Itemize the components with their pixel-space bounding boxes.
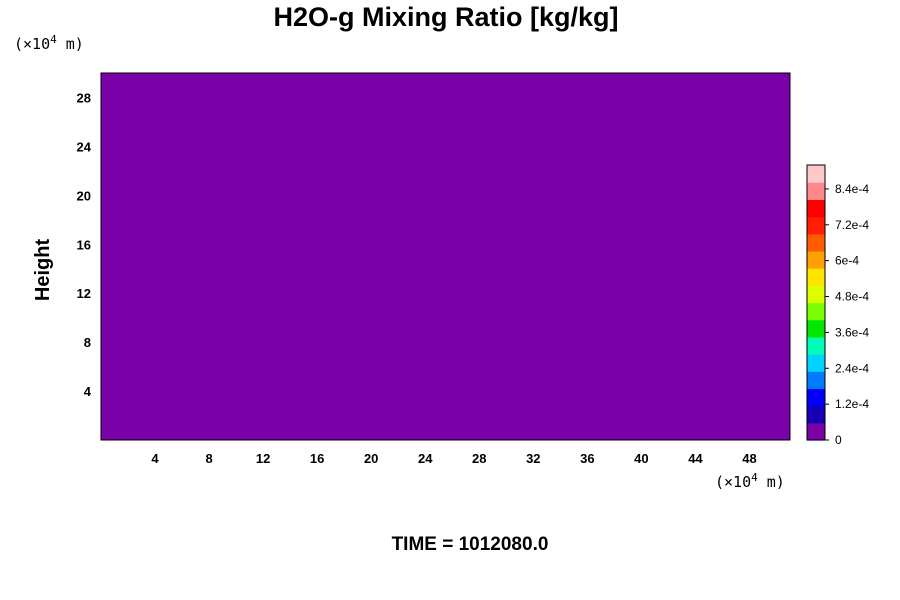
- colorbar-band: [807, 405, 825, 424]
- colorbar-band: [807, 319, 825, 338]
- x-tick-label: 8: [205, 451, 212, 466]
- x-tick-label: 44: [688, 451, 703, 466]
- dry-layer: [101, 73, 790, 440]
- colorbar-band: [807, 216, 825, 235]
- x-tick-label: 16: [310, 451, 324, 466]
- colorbar-band: [807, 182, 825, 200]
- x-tick-label: 4: [151, 451, 159, 466]
- colorbar-tick-label: 0: [835, 433, 842, 447]
- time-label: TIME = 1012080.0: [392, 534, 549, 555]
- y-axis-unit: (×104 m): [14, 33, 84, 53]
- x-axis-unit: (×104 m): [715, 471, 785, 491]
- colorbar-band: [807, 250, 825, 269]
- colorbar-band: [807, 422, 825, 441]
- colorbar-tick-label: 3.6e-4: [835, 325, 869, 339]
- y-tick-label: 20: [77, 188, 91, 203]
- x-tick-label: 48: [742, 451, 756, 466]
- y-tick-label: 16: [77, 237, 91, 252]
- colorbar-ticks: 0 1.2e-4 2.4e-4 3.6e-4 4.8e-4 6e-4 7.2e-4 8.4e-…: [825, 182, 869, 447]
- colorbar-band: [807, 354, 825, 372]
- colorbar-band: [807, 336, 825, 355]
- colorbar-tick-label: 2.4e-4: [835, 361, 869, 375]
- colorbar-band: [807, 388, 825, 407]
- colorbar-tick-label: 6e-4: [835, 254, 859, 268]
- colorbar-band: [807, 371, 825, 390]
- colorbar-band: [807, 199, 825, 218]
- colorbar-tick-label: 7.2e-4: [835, 218, 869, 232]
- chart-title: H2O-g Mixing Ratio [kg/kg]: [273, 2, 618, 32]
- y-tick-label: 28: [77, 90, 91, 105]
- x-tick-label: 28: [472, 451, 486, 466]
- colorbar-band: [807, 268, 825, 286]
- x-tick-label: 24: [418, 451, 433, 466]
- x-tick-label: 32: [526, 451, 540, 466]
- x-axis-ticks: 4 8 12 16 20 24 28 32 36 40 44 48: [151, 451, 756, 466]
- x-tick-label: 12: [256, 451, 270, 466]
- colorbar-tick-label: 8.4e-4: [835, 182, 869, 196]
- colorbar-tick-label: 4.8e-4: [835, 290, 869, 304]
- colorbar-band: [807, 285, 825, 304]
- y-axis-label: Height: [32, 239, 54, 302]
- colorbar-frame: [806, 164, 826, 441]
- colorbar-band: [807, 302, 825, 321]
- colorbar-tick-label: 1.2e-4: [835, 397, 869, 411]
- y-axis-ticks: 4 8 12 16 20 24 28: [77, 90, 92, 399]
- x-tick-label: 36: [580, 451, 594, 466]
- mixing-ratio-field: [101, 73, 790, 440]
- y-tick-label: 4: [84, 384, 92, 399]
- x-tick-label: 40: [634, 451, 648, 466]
- colorbar: [807, 165, 825, 441]
- plot-frame: [100, 72, 791, 441]
- colorbar-band: [807, 233, 825, 252]
- y-tick-label: 12: [77, 286, 91, 301]
- x-tick-label: 20: [364, 451, 378, 466]
- y-tick-label: 24: [77, 139, 92, 154]
- y-tick-label: 8: [84, 335, 91, 350]
- colorbar-band: [807, 165, 825, 183]
